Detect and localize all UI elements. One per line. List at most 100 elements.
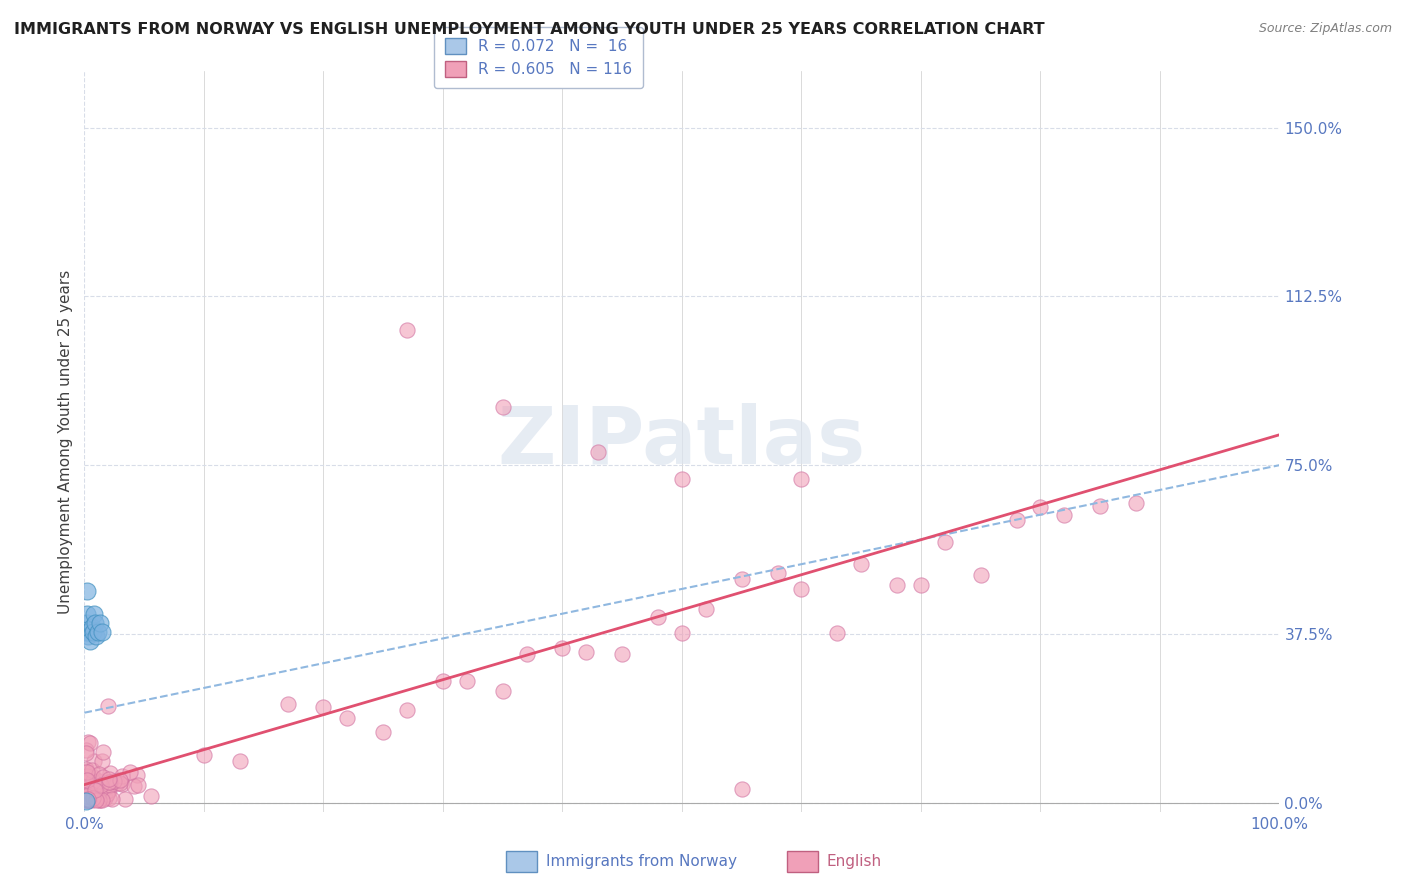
Point [110, 773, 132, 788]
Point [82, 773, 104, 788]
Point [96, 787, 118, 801]
Point [910, 578, 932, 592]
Point [671, 472, 693, 486]
Point [122, 779, 145, 793]
Point [98, 772, 121, 786]
Point [84, 782, 107, 797]
Point [98, 778, 121, 792]
Point [456, 674, 478, 689]
Point [77, 793, 100, 807]
Point [1053, 508, 1076, 522]
Point [827, 626, 849, 640]
Point [97, 784, 120, 798]
Point [193, 748, 215, 763]
Point [80, 788, 103, 802]
Point [851, 557, 873, 571]
Point [77, 791, 100, 805]
Point [75, 793, 97, 807]
Point [75, 794, 97, 808]
Point [98, 775, 121, 789]
Point [94, 791, 117, 805]
Point [1125, 496, 1147, 510]
Point [83, 607, 105, 621]
Point [80, 789, 103, 804]
Point [76, 769, 98, 783]
Point [76, 771, 98, 785]
Point [80, 620, 103, 634]
Point [80, 769, 103, 783]
Point [84, 793, 107, 807]
Point [111, 769, 134, 783]
Point [77, 792, 100, 806]
Point [934, 534, 956, 549]
Point [82, 763, 104, 777]
Point [98, 766, 121, 780]
Point [76, 584, 98, 599]
Point [82, 624, 104, 639]
Point [80, 793, 103, 807]
Point [396, 323, 419, 337]
Point [886, 578, 908, 592]
Point [75, 789, 97, 803]
Point [277, 697, 299, 711]
Point [75, 772, 97, 787]
Point [75, 764, 97, 779]
Point [75, 793, 97, 807]
Point [100, 775, 122, 789]
Point [108, 776, 131, 790]
Point [575, 645, 598, 659]
Point [125, 767, 148, 781]
Point [114, 792, 136, 806]
Point [970, 568, 993, 582]
Point [75, 746, 97, 760]
Point [84, 791, 107, 805]
Point [83, 779, 105, 793]
Point [84, 790, 107, 805]
Point [766, 566, 789, 581]
Point [588, 444, 610, 458]
Point [516, 647, 538, 661]
Point [79, 793, 101, 807]
Point [84, 786, 107, 800]
Point [76, 607, 98, 621]
Legend: R = 0.072   N =  16, R = 0.605   N = 116: R = 0.072 N = 16, R = 0.605 N = 116 [434, 27, 643, 88]
Point [731, 782, 754, 797]
Point [551, 641, 574, 656]
Point [141, 789, 163, 804]
Point [1029, 500, 1052, 515]
Point [84, 615, 107, 630]
Point [83, 783, 105, 797]
Point [76, 764, 98, 779]
Point [90, 778, 112, 792]
Point [87, 793, 110, 807]
Point [790, 472, 813, 486]
Point [695, 601, 717, 615]
Point [76, 735, 98, 749]
Point [111, 777, 134, 791]
Point [127, 778, 149, 792]
Point [83, 771, 105, 785]
Y-axis label: Unemployment Among Youth under 25 years: Unemployment Among Youth under 25 years [58, 269, 73, 614]
Point [336, 711, 359, 725]
Point [76, 793, 98, 807]
Point [76, 793, 98, 807]
Point [75, 792, 97, 806]
Point [103, 773, 125, 788]
Point [98, 790, 121, 805]
Point [77, 779, 100, 793]
Text: Immigrants from Norway: Immigrants from Norway [546, 855, 737, 869]
Text: English: English [827, 855, 882, 869]
Point [612, 647, 634, 661]
Point [77, 784, 100, 798]
Point [79, 736, 101, 750]
Point [89, 785, 111, 799]
Point [79, 788, 101, 802]
Point [1005, 513, 1028, 527]
Point [312, 699, 335, 714]
Point [105, 776, 128, 790]
Point [91, 624, 114, 639]
Point [86, 624, 108, 639]
Point [93, 781, 115, 796]
Point [76, 779, 98, 793]
Point [87, 773, 110, 788]
